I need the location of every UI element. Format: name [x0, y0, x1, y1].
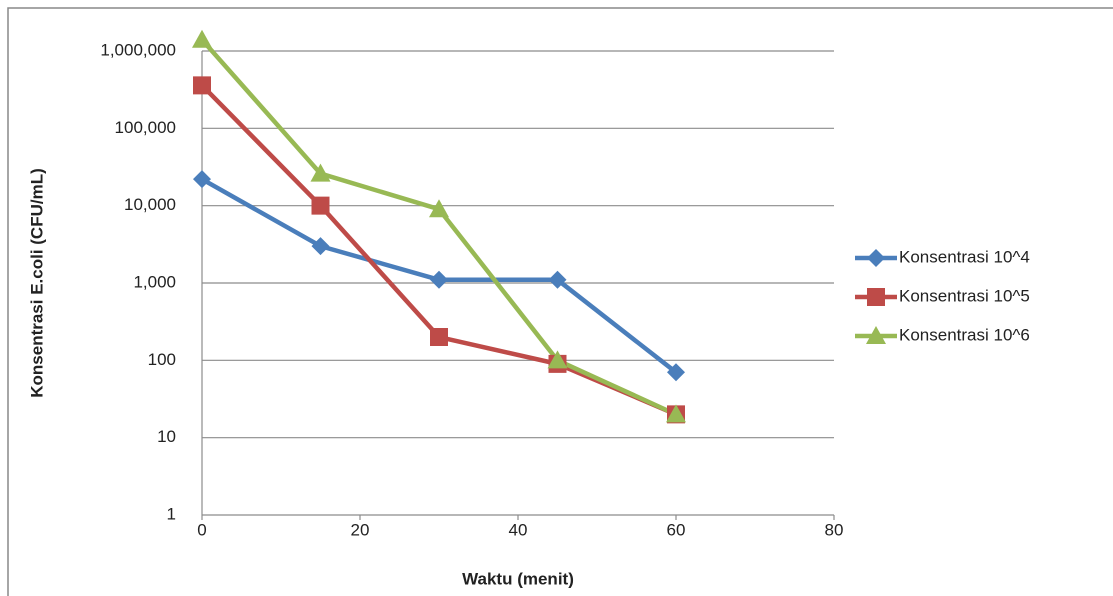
series-line [202, 40, 676, 415]
legend-marker [867, 249, 885, 267]
x-axis-title: Waktu (menit) [462, 569, 574, 588]
legend-label: Konsentrasi 10^4 [899, 247, 1030, 266]
x-tick-label: 60 [667, 520, 686, 539]
y-tick-label: 10 [157, 427, 176, 446]
data-point [312, 197, 330, 215]
data-point [430, 271, 448, 289]
x-tick-label: 40 [509, 520, 528, 539]
y-tick-label: 100,000 [115, 118, 176, 137]
chart: Waktu (menit) Konsentrasi E.coli (CFU/mL… [0, 0, 1113, 596]
data-point [192, 30, 212, 48]
series-line [202, 85, 676, 414]
legend-label: Konsentrasi 10^6 [899, 325, 1030, 344]
y-axis-title: Konsentrasi E.coli (CFU/mL) [27, 168, 46, 398]
y-tick-label: 100 [148, 350, 176, 369]
x-tick-label: 0 [197, 520, 206, 539]
legend-marker [867, 288, 885, 306]
x-tick-label: 20 [351, 520, 370, 539]
data-point [193, 76, 211, 94]
legend-label: Konsentrasi 10^5 [899, 286, 1030, 305]
y-tick-label: 1,000 [133, 272, 176, 291]
x-tick-label: 80 [825, 520, 844, 539]
data-point [430, 328, 448, 346]
data-point [312, 237, 330, 255]
data-point [193, 170, 211, 188]
y-tick-label: 10,000 [124, 195, 176, 214]
y-tick-label: 1 [167, 504, 176, 523]
y-tick-label: 1,000,000 [100, 40, 176, 59]
